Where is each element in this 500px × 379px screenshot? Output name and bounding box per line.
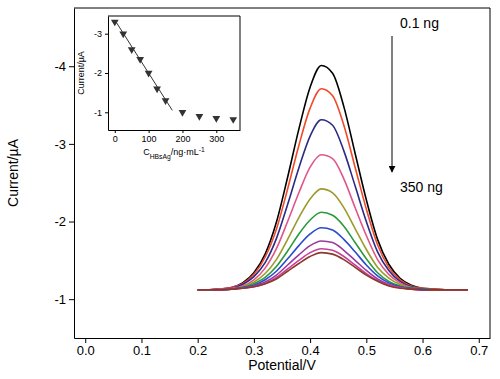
frame: [108, 16, 240, 130]
tick: 100: [142, 130, 157, 144]
tick-label: -1: [94, 108, 102, 118]
tick-label: 0: [113, 134, 118, 144]
tick-label: -1: [54, 292, 66, 307]
tick: 0.3: [245, 338, 263, 358]
tick-mark: [105, 34, 108, 35]
series-line: [198, 65, 468, 289]
tick: -3: [54, 137, 74, 152]
series-line: [198, 212, 468, 290]
tick-label: 0.7: [470, 343, 488, 358]
x-axis: 0.0 0.1 0.2 0.3 0.4 0.5 0.6 0.7: [75, 338, 491, 358]
tick-label: -3: [94, 29, 102, 39]
tick: -2: [54, 214, 74, 229]
x-axis-title: Potential/V: [248, 357, 316, 373]
series-line: [198, 241, 468, 290]
y-axis: -4 -3 -2 -1: [54, 9, 74, 339]
tick: 0.0: [77, 338, 95, 358]
series-line: [115, 20, 173, 110]
plot-area: [198, 65, 468, 289]
tick-mark: [69, 66, 74, 67]
annotation: 0.1 ng: [400, 15, 439, 31]
tick-label: 0.6: [414, 343, 432, 358]
y-axis: -3 -2 -1: [94, 17, 109, 131]
data-point: [179, 110, 187, 117]
annotation: 350 ng: [400, 179, 443, 195]
data-point: [229, 117, 237, 124]
x-axis-title: CHBsAg/ng·mL-1: [143, 146, 205, 161]
tick: 200: [175, 130, 190, 144]
series-line: [198, 228, 468, 290]
tick-label: -4: [54, 59, 66, 74]
tick: -1: [94, 108, 108, 118]
tick-mark: [69, 299, 74, 300]
series-line: [198, 89, 468, 290]
tick-mark: [105, 73, 108, 74]
tick: -1: [54, 292, 74, 307]
x-axis-title-sub: HBsAg: [150, 153, 171, 161]
tick-mark: [69, 222, 74, 223]
tick: 0.2: [189, 338, 207, 358]
tick-mark: [182, 130, 183, 133]
tick-label: 300: [209, 134, 224, 144]
tick-label: 0.5: [358, 343, 376, 358]
arrow: [392, 36, 393, 172]
tick-label: 0.2: [189, 343, 207, 358]
tick: 0: [113, 130, 118, 144]
tick-label: -2: [94, 68, 102, 78]
data-point: [212, 116, 220, 123]
tick: -4: [54, 59, 74, 74]
tick: 0.6: [414, 338, 432, 358]
tick-mark: [69, 144, 74, 145]
series-line: [198, 120, 468, 290]
tick: -2: [94, 68, 108, 78]
x-axis: 0 100 200 300: [109, 130, 241, 144]
y-axis-title: Current/µA: [5, 138, 21, 207]
y-axis-line: [74, 9, 75, 339]
tick-mark: [105, 112, 108, 113]
series-line: [198, 253, 468, 290]
tick-label: 100: [142, 134, 157, 144]
x-axis-title-part: /ng·mL: [171, 147, 199, 157]
x-axis-line: [75, 338, 491, 339]
tick: 0.7: [470, 338, 488, 358]
data-point: [196, 114, 204, 121]
tick-mark: [115, 130, 116, 133]
frame: [74, 8, 490, 338]
series-line: [198, 249, 468, 290]
series-line: [198, 189, 468, 290]
tick-label: -2: [54, 214, 66, 229]
tick-mark: [149, 130, 150, 133]
tick: 300: [209, 130, 224, 144]
x-axis-line: [109, 130, 241, 131]
tick-mark: [216, 130, 217, 133]
chart: 0.0 0.1 0.2 0.3 0.4 0.5 0.6 0.7 -4 -3 -2 -1 Potentia…: [0, 0, 500, 379]
tick: 0.1: [133, 338, 151, 358]
tick-label: 0.1: [133, 343, 151, 358]
plot-area: [111, 20, 237, 124]
tick: -3: [94, 29, 108, 39]
tick: 0.4: [302, 338, 320, 358]
x-axis-title-sup: -1: [199, 146, 205, 153]
tick-label: 0.0: [77, 343, 95, 358]
y-axis-title: Current/µA: [76, 51, 86, 95]
main-chart: 0.0 0.1 0.2 0.3 0.4 0.5 0.6 0.7 -4 -3 -2 -1 Potentia…: [5, 8, 491, 373]
tick-label: 200: [175, 134, 190, 144]
series-line: [198, 155, 468, 290]
tick-label: 0.3: [245, 343, 263, 358]
y-axis-line: [108, 17, 109, 131]
tick-label: -3: [54, 137, 66, 152]
tick: 0.5: [358, 338, 376, 358]
tick-label: 0.4: [302, 343, 320, 358]
inset-chart: 0100200300-3-2-1CHBsAg/ng·mL-1Current/µA: [76, 16, 241, 161]
